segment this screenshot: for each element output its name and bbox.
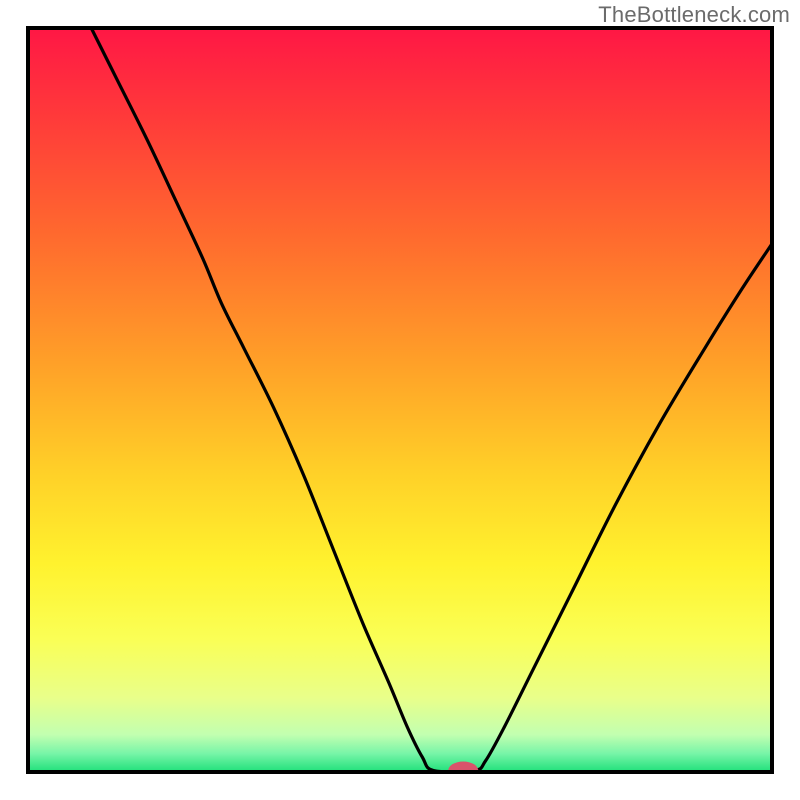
chart-container: TheBottleneck.com	[0, 0, 800, 800]
bottleneck-chart	[0, 0, 800, 800]
plot-background	[28, 28, 772, 772]
watermark-label: TheBottleneck.com	[598, 2, 790, 28]
